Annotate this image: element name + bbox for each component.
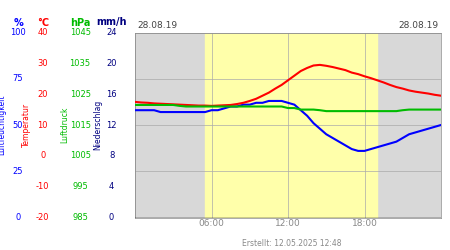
- Text: Luftfeuchtigkeit: Luftfeuchtigkeit: [0, 95, 7, 155]
- Text: 28.08.19: 28.08.19: [137, 21, 177, 30]
- Text: 985: 985: [72, 213, 88, 222]
- Text: Temperatur: Temperatur: [22, 103, 31, 147]
- Text: 1015: 1015: [70, 120, 90, 130]
- Text: -10: -10: [36, 182, 50, 191]
- Bar: [205, 32, 377, 218]
- Text: Luftdruck: Luftdruck: [61, 107, 70, 143]
- Text: 50: 50: [13, 120, 23, 130]
- Text: 995: 995: [72, 182, 88, 191]
- Text: 0: 0: [109, 213, 114, 222]
- Text: 20: 20: [106, 59, 117, 68]
- Text: Niederschlag: Niederschlag: [94, 100, 103, 150]
- Text: 1045: 1045: [70, 28, 90, 37]
- Text: 06:00: 06:00: [198, 219, 225, 228]
- Text: 10: 10: [37, 120, 48, 130]
- Text: 75: 75: [13, 74, 23, 83]
- Text: 8: 8: [109, 151, 114, 160]
- Text: 16: 16: [106, 90, 117, 99]
- Text: hPa: hPa: [70, 18, 90, 28]
- Text: 20: 20: [37, 90, 48, 99]
- Text: 0: 0: [40, 151, 45, 160]
- Text: 0: 0: [15, 213, 21, 222]
- Text: 40: 40: [37, 28, 48, 37]
- Text: 18:00: 18:00: [351, 219, 378, 228]
- Text: 4: 4: [109, 182, 114, 191]
- Text: 1025: 1025: [70, 90, 90, 99]
- Text: 30: 30: [37, 59, 48, 68]
- Text: 28.08.19: 28.08.19: [399, 21, 439, 30]
- Text: 24: 24: [106, 28, 117, 37]
- Text: °C: °C: [37, 18, 49, 28]
- Text: Erstellt: 12.05.2025 12:48: Erstellt: 12.05.2025 12:48: [242, 238, 342, 248]
- Text: 1005: 1005: [70, 151, 90, 160]
- Text: -20: -20: [36, 213, 50, 222]
- Text: %: %: [13, 18, 23, 28]
- Text: 12:00: 12:00: [275, 219, 301, 228]
- Text: 100: 100: [10, 28, 26, 37]
- Text: 1035: 1035: [70, 59, 90, 68]
- Text: 12: 12: [106, 120, 117, 130]
- Text: 25: 25: [13, 167, 23, 176]
- Text: mm/h: mm/h: [96, 18, 127, 28]
